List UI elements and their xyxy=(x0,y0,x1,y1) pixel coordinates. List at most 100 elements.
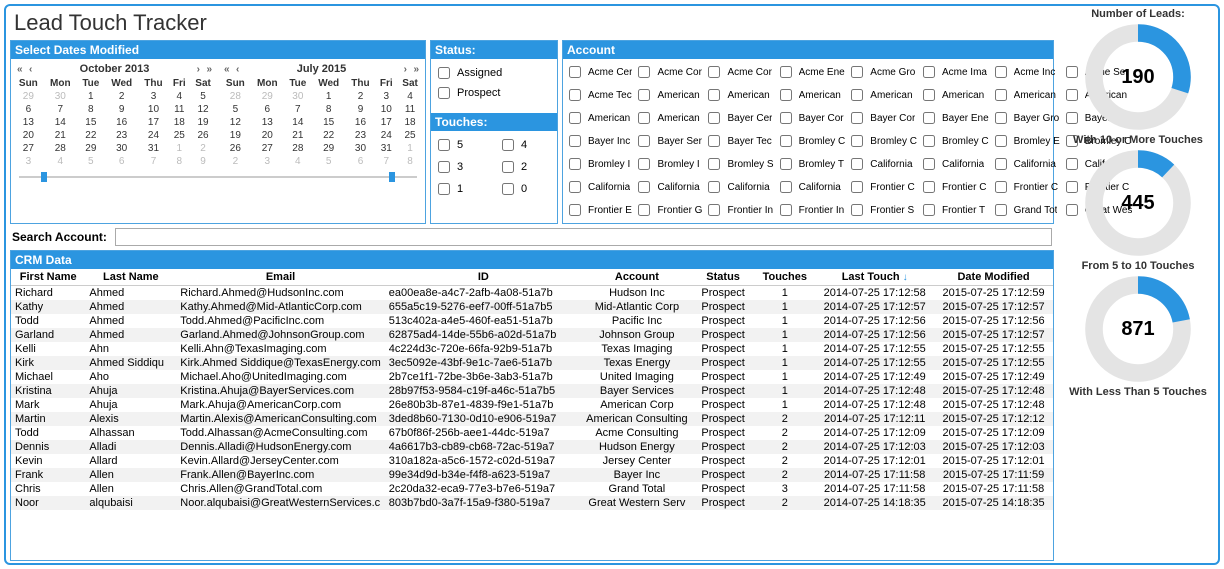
account-option[interactable]: Grand Tot xyxy=(991,201,1060,219)
cal-day[interactable]: 4 xyxy=(284,155,312,168)
checkbox[interactable] xyxy=(995,66,1007,78)
touches-option[interactable]: 3 xyxy=(434,158,490,176)
checkbox[interactable] xyxy=(708,112,720,124)
account-option[interactable]: Bromley I xyxy=(634,155,702,173)
account-option[interactable]: Bromley S xyxy=(704,155,773,173)
checkbox[interactable] xyxy=(851,89,863,101)
table-row[interactable]: KevinAllardKevin.Allard@JerseyCenter.com… xyxy=(11,454,1053,468)
cal-day[interactable]: 8 xyxy=(77,103,105,116)
cal-day[interactable]: 12 xyxy=(220,116,251,129)
checkbox[interactable] xyxy=(851,135,863,147)
column-header[interactable]: Status xyxy=(692,269,755,286)
account-option[interactable]: American xyxy=(991,86,1060,104)
cal-day[interactable]: 8 xyxy=(312,103,346,116)
cal-right-prev-year-icon[interactable]: « xyxy=(224,64,230,75)
slider-handle-start[interactable] xyxy=(41,172,47,182)
cal-day[interactable]: 18 xyxy=(397,116,423,129)
checkbox[interactable] xyxy=(708,66,720,78)
cal-day[interactable]: 20 xyxy=(251,129,284,142)
checkbox[interactable] xyxy=(780,204,792,216)
slider-handle-end[interactable] xyxy=(389,172,395,182)
checkbox[interactable] xyxy=(569,135,581,147)
cal-day[interactable]: 9 xyxy=(346,103,376,116)
cal-day[interactable]: 28 xyxy=(284,142,312,155)
cal-day[interactable]: 29 xyxy=(251,90,284,103)
checkbox[interactable] xyxy=(780,89,792,101)
cal-day[interactable]: 24 xyxy=(139,129,169,142)
account-option[interactable]: Frontier C xyxy=(847,178,917,196)
cal-day[interactable]: 7 xyxy=(284,103,312,116)
checkbox[interactable] xyxy=(502,139,514,151)
table-row[interactable]: KristinaAhujaKristina.Ahuja@BayerService… xyxy=(11,384,1053,398)
checkbox[interactable] xyxy=(569,112,581,124)
checkbox[interactable] xyxy=(923,181,935,193)
table-row[interactable]: MichaelAhoMichael.Aho@UnitedImaging.com2… xyxy=(11,370,1053,384)
table-row[interactable]: ToddAlhassanTodd.Alhassan@AcmeConsulting… xyxy=(11,426,1053,440)
cal-left-next-year-icon[interactable]: » xyxy=(206,64,212,75)
checkbox[interactable] xyxy=(638,112,650,124)
checkbox[interactable] xyxy=(438,67,450,79)
checkbox[interactable] xyxy=(995,204,1007,216)
checkbox[interactable] xyxy=(638,89,650,101)
cal-day[interactable]: 6 xyxy=(13,103,44,116)
checkbox[interactable] xyxy=(995,112,1007,124)
checkbox[interactable] xyxy=(708,135,720,147)
column-header[interactable]: Account xyxy=(582,269,692,286)
checkbox[interactable] xyxy=(923,135,935,147)
cal-day[interactable]: 4 xyxy=(44,155,77,168)
cal-day[interactable]: 3 xyxy=(375,90,397,103)
checkbox[interactable] xyxy=(780,135,792,147)
checkbox[interactable] xyxy=(569,204,581,216)
cal-day[interactable]: 6 xyxy=(251,103,284,116)
cal-right-next-year-icon[interactable]: » xyxy=(413,64,419,75)
cal-day[interactable]: 3 xyxy=(139,90,169,103)
table-row[interactable]: MarkAhujaMark.Ahuja@AmericanCorp.com26e8… xyxy=(11,398,1053,412)
cal-day[interactable]: 5 xyxy=(312,155,346,168)
checkbox[interactable] xyxy=(780,112,792,124)
checkbox[interactable] xyxy=(708,204,720,216)
cal-day[interactable]: 4 xyxy=(397,90,423,103)
cal-day[interactable]: 30 xyxy=(284,90,312,103)
cal-day[interactable]: 30 xyxy=(346,142,376,155)
column-header[interactable]: First Name xyxy=(11,269,85,286)
table-row[interactable]: ChrisAllenChris.Allen@GrandTotal.com2c20… xyxy=(11,482,1053,496)
table-row[interactable]: GarlandAhmedGarland.Ahmed@JohnsonGroup.c… xyxy=(11,328,1053,342)
account-option[interactable]: Acme Cer xyxy=(565,63,632,81)
checkbox[interactable] xyxy=(851,158,863,170)
account-option[interactable]: Bromley C xyxy=(776,132,846,150)
cal-day[interactable]: 27 xyxy=(251,142,284,155)
account-option[interactable]: Bromley E xyxy=(991,132,1060,150)
cal-day[interactable]: 19 xyxy=(220,129,251,142)
account-option[interactable]: Acme Cor xyxy=(634,63,702,81)
account-option[interactable]: Bromley C xyxy=(919,132,989,150)
cal-day[interactable]: 18 xyxy=(168,116,190,129)
account-option[interactable]: American xyxy=(847,86,917,104)
cal-day[interactable]: 27 xyxy=(13,142,44,155)
checkbox[interactable] xyxy=(923,204,935,216)
account-option[interactable]: California xyxy=(704,178,773,196)
touches-option[interactable]: 1 xyxy=(434,180,490,198)
account-option[interactable]: Bromley C xyxy=(847,132,917,150)
account-option[interactable]: Frontier In xyxy=(776,201,846,219)
account-option[interactable]: Bayer Cor xyxy=(776,109,846,127)
cal-day[interactable]: 7 xyxy=(44,103,77,116)
cal-day[interactable]: 5 xyxy=(190,90,216,103)
cal-day[interactable]: 7 xyxy=(139,155,169,168)
account-option[interactable]: Bayer Gro xyxy=(991,109,1060,127)
cal-day[interactable]: 5 xyxy=(77,155,105,168)
checkbox[interactable] xyxy=(923,66,935,78)
account-option[interactable]: American xyxy=(565,109,632,127)
cal-day[interactable]: 25 xyxy=(168,129,190,142)
cal-day[interactable]: 10 xyxy=(375,103,397,116)
calendar-left-table[interactable]: SunMonTueWedThuFriSat2930123456789101112… xyxy=(13,77,216,168)
checkbox[interactable] xyxy=(438,87,450,99)
account-option[interactable]: California xyxy=(847,155,917,173)
account-option[interactable]: Bayer Ser xyxy=(634,132,702,150)
checkbox[interactable] xyxy=(638,181,650,193)
checkbox[interactable] xyxy=(923,158,935,170)
checkbox[interactable] xyxy=(638,204,650,216)
checkbox[interactable] xyxy=(438,183,450,195)
cal-day[interactable]: 2 xyxy=(190,142,216,155)
account-option[interactable]: Frontier C xyxy=(919,178,989,196)
cal-day[interactable]: 21 xyxy=(284,129,312,142)
